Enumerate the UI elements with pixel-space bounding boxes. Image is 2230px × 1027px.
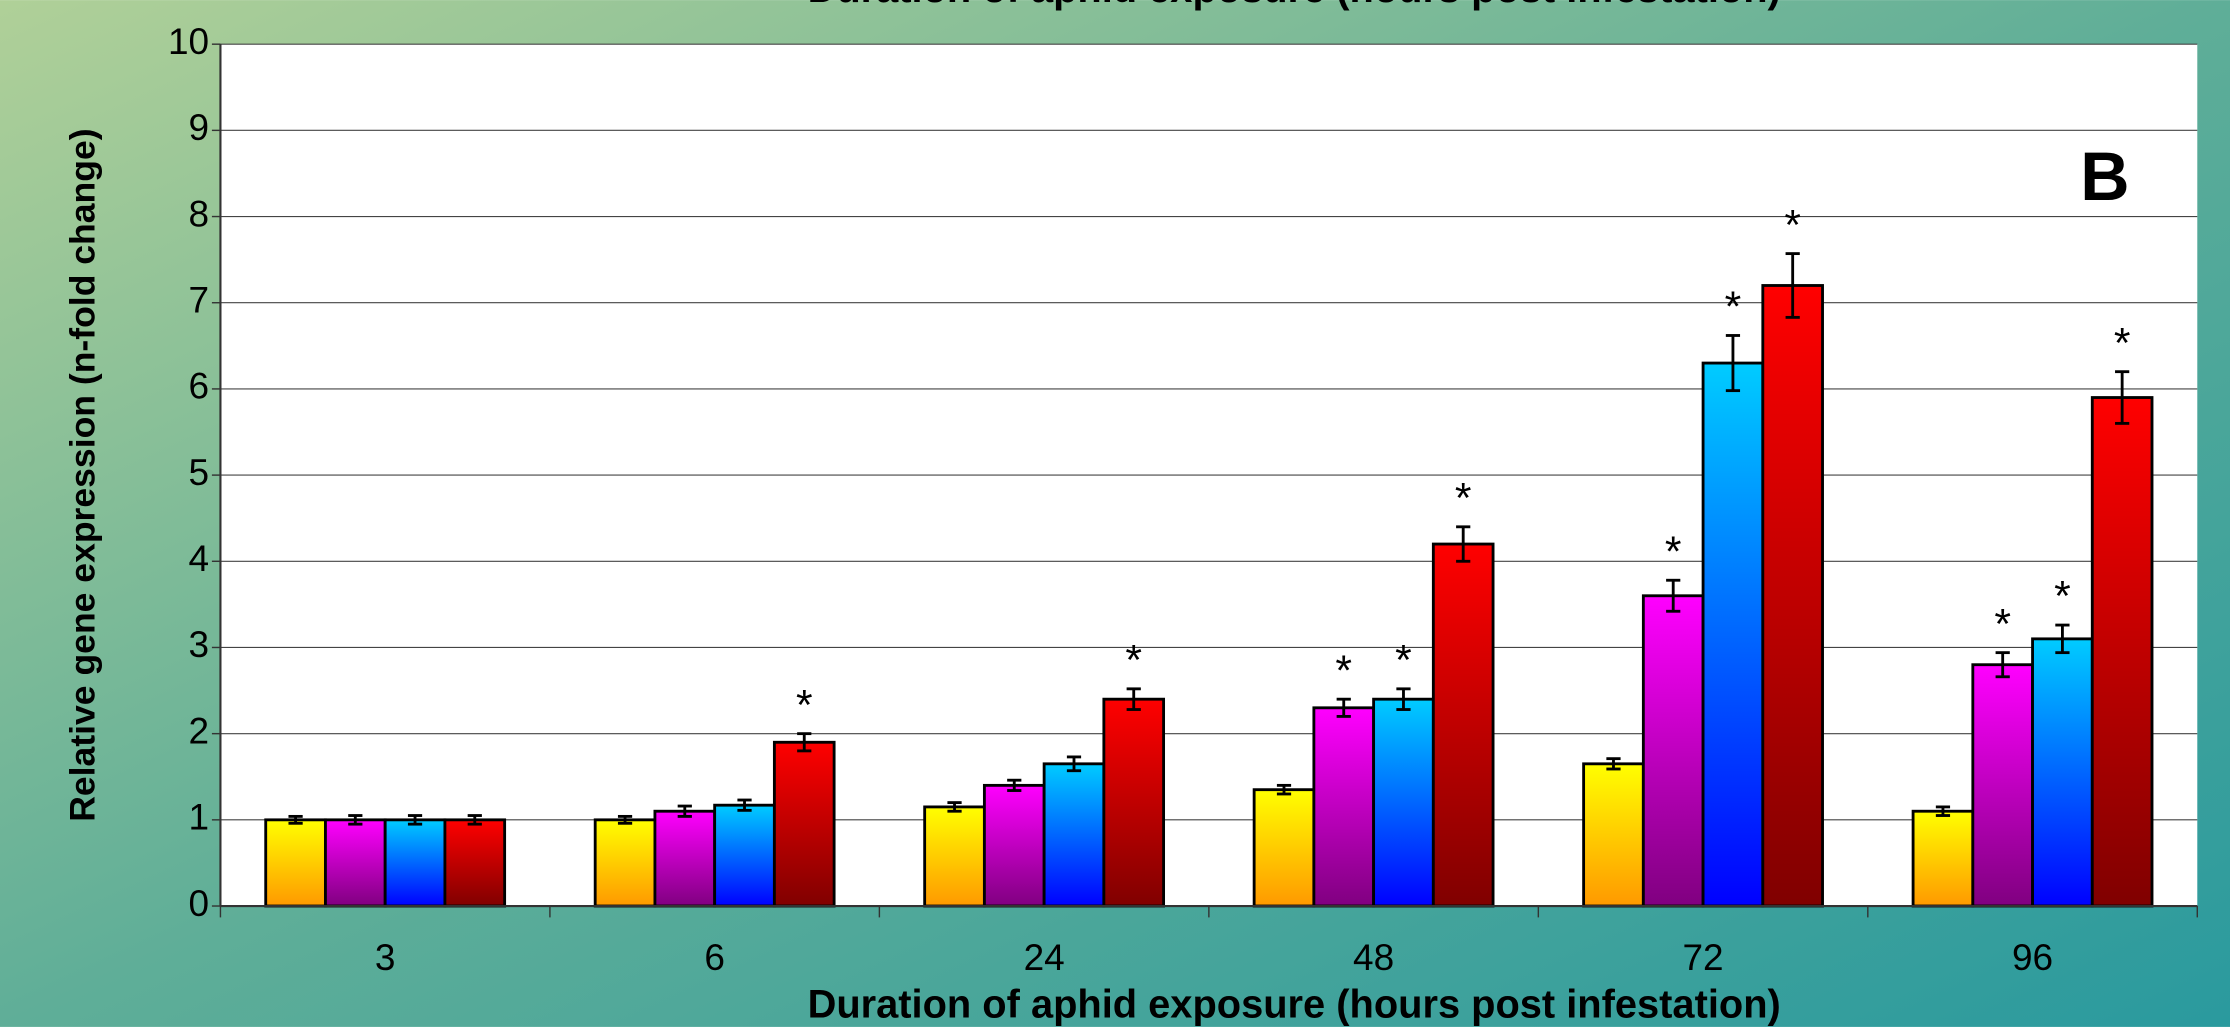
- bar: [1312, 706, 1376, 908]
- significance-label: *: [1784, 201, 1801, 249]
- x-tick-label: 24: [1024, 937, 1065, 978]
- y-tick-label: 8: [189, 193, 210, 234]
- bar: [923, 805, 986, 908]
- significance-label: *: [1335, 647, 1352, 695]
- panel-label: B: [2080, 139, 2129, 215]
- y-tick-label: 7: [189, 279, 210, 320]
- bar: [1042, 762, 1106, 908]
- bar: [1701, 361, 1765, 908]
- error-bar: [1606, 757, 1621, 771]
- x-tick-label: 6: [704, 937, 725, 978]
- y-tick-label: 4: [189, 538, 210, 579]
- x-axis-label: Duration of aphid exposure (hours post i…: [808, 983, 1781, 1027]
- error-bar: [797, 732, 812, 753]
- error-bar: [1935, 805, 1951, 817]
- x-tick-label: 48: [1353, 937, 1394, 978]
- significance-label: *: [2114, 319, 2131, 367]
- bar: [1641, 594, 1705, 908]
- bar: [264, 818, 327, 908]
- y-tick-label: 0: [189, 883, 210, 924]
- error-bar: [2055, 623, 2070, 655]
- error-bar: [407, 814, 423, 826]
- x-tick-label: 3: [375, 937, 396, 978]
- y-tick-label: 3: [189, 624, 210, 665]
- y-tick-label: 5: [189, 452, 210, 493]
- bar: [1252, 788, 1316, 908]
- bar: [653, 809, 717, 908]
- error-bar: [467, 814, 482, 826]
- bar: [713, 803, 776, 908]
- y-tick-label: 1: [189, 797, 210, 838]
- error-bar: [288, 814, 303, 825]
- significance-label: *: [1725, 283, 1742, 331]
- significance-label: *: [1665, 528, 1682, 576]
- bar: [593, 818, 657, 908]
- error-bar: [737, 798, 752, 812]
- y-tick-label: 10: [168, 21, 209, 62]
- bar: [1582, 762, 1645, 908]
- significance-label: *: [2054, 573, 2071, 621]
- x-tick-label: 96: [2012, 937, 2053, 978]
- bar: [383, 818, 447, 908]
- bar: [1431, 542, 1495, 908]
- bar: [2031, 637, 2094, 908]
- bar: [324, 818, 387, 908]
- error-bar: [1785, 252, 1800, 319]
- bar: [443, 818, 507, 908]
- bar: [1911, 809, 1975, 908]
- bar: [982, 783, 1046, 908]
- chart-title: Duration of aphid exposure (hours post i…: [808, 0, 1781, 11]
- error-bar: [1725, 334, 1741, 393]
- error-bar: [1276, 783, 1292, 796]
- error-bar: [617, 814, 633, 825]
- bar: [1372, 697, 1435, 908]
- error-bar: [1456, 525, 1471, 563]
- bar: [1102, 697, 1166, 908]
- significance-label: *: [1994, 600, 2011, 648]
- significance-label: *: [1455, 474, 1472, 522]
- error-bar: [677, 804, 692, 818]
- error-bar: [1666, 578, 1681, 613]
- significance-label: *: [796, 681, 813, 729]
- bar: [1971, 663, 2034, 908]
- error-bar: [1126, 687, 1141, 711]
- x-tick-label: 72: [1683, 937, 1724, 978]
- y-tick-label: 6: [189, 366, 210, 407]
- error-bar: [1336, 697, 1351, 718]
- bar: [772, 740, 836, 908]
- error-bar: [947, 801, 962, 813]
- y-tick-label: 2: [189, 710, 210, 751]
- bar: [2090, 396, 2154, 908]
- error-bar: [1396, 687, 1411, 711]
- error-bar: [1995, 651, 2010, 679]
- error-bar: [1066, 755, 1082, 773]
- significance-label: *: [1395, 637, 1412, 685]
- error-bar: [348, 814, 363, 826]
- error-bar: [1007, 778, 1022, 792]
- y-axis-label: Relative gene expression (n-fold change): [63, 128, 103, 821]
- bar: [1761, 284, 1824, 908]
- significance-label: *: [1125, 637, 1142, 685]
- y-tick-label: 9: [189, 107, 210, 148]
- error-bar: [2115, 370, 2130, 425]
